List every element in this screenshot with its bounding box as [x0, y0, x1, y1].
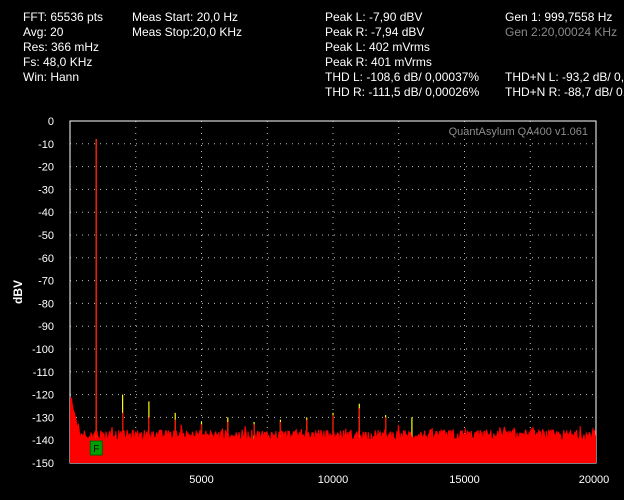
plot-area — [69, 120, 597, 464]
series-right — [70, 139, 596, 463]
window-type: Win: Hann — [23, 70, 80, 84]
y-tick-label: -30 — [38, 184, 54, 196]
gen1-frequency: Gen 1: 999,7558 Hz — [505, 10, 613, 24]
meas-stop: Meas Stop:20,0 KHz — [132, 25, 243, 39]
x-tick-label: 20000 — [579, 474, 610, 486]
thd-l: THD L: -108,6 dB/ 0,00037% — [325, 70, 480, 84]
y-tick-label: -140 — [32, 435, 54, 447]
y-tick-label: -120 — [32, 390, 54, 402]
fft-settings: FFT: 65536 pts Avg: 20 Res: 366 mHz Fs: … — [23, 10, 103, 85]
x-tick-label: 15000 — [449, 474, 480, 486]
meas-start: Meas Start: 20,0 Hz — [132, 10, 239, 24]
fft-points: FFT: 65536 pts — [23, 10, 104, 24]
y-tick-label: -110 — [33, 367, 54, 379]
sample-rate: Fs: 48,0 KHz — [23, 55, 93, 69]
fft-averages: Avg: 20 — [23, 25, 64, 39]
y-tick-label: -70 — [38, 276, 54, 288]
marker-label: F — [93, 444, 99, 455]
y-tick-label: -150 — [32, 458, 54, 470]
thdn-l: THD+N L: -93,2 dB/ 0,00219% — [505, 70, 624, 84]
peak-l-vrms: Peak L: 402 mVrms — [325, 40, 430, 54]
y-tick-label: -130 — [32, 412, 54, 424]
noise-floor-right — [70, 397, 596, 463]
y-axis-label: dBV — [11, 280, 25, 304]
x-axis-ticks: 5000 10000 15000 20000 — [189, 474, 609, 486]
y-tick-label: -40 — [38, 207, 54, 219]
y-tick-label: -20 — [38, 162, 54, 174]
series-group — [70, 139, 596, 463]
thdn-readout: THD+N L: -93,2 dB/ 0,00219% THD+N R: -88… — [505, 70, 624, 100]
peak-r-vrms: Peak R: 401 mVrms — [325, 55, 432, 69]
x-tick-label: 5000 — [189, 474, 213, 486]
x-tick-label: 10000 — [318, 474, 349, 486]
measurement-range: Meas Start: 20,0 Hz Meas Stop:20,0 KHz — [132, 10, 242, 40]
generator-readout: Gen 1: 999,7558 Hz Gen 2:20,00024 KHz — [505, 10, 617, 40]
thd-r: THD R: -111,5 dB/ 0,00026% — [325, 85, 480, 99]
peak-l-dbv: Peak L: -7,90 dBV — [325, 10, 423, 24]
y-tick-label: -10 — [38, 139, 54, 151]
peak-r-dbv: Peak R: -7,94 dBV — [325, 25, 425, 39]
gen2-frequency: Gen 2:20,00024 KHz — [505, 25, 618, 39]
peak-and-thd-readout: Peak L: -7,90 dBV Peak R: -7,94 dBV Peak… — [325, 10, 479, 100]
thdn-r: THD+N R: -88,7 dB/ 0,00367% — [505, 85, 624, 99]
y-tick-label: -100 — [32, 344, 54, 356]
y-tick-label: -50 — [38, 230, 54, 242]
y-axis-ticks: 0 -10 -20 -30 -40 -50 -60 -70 -80 -90 -100 -110 -120… — [32, 116, 54, 470]
y-tick-label: -60 — [38, 253, 54, 265]
watermark: QuantAsylum QA400 v1.061 — [449, 126, 588, 138]
fft-resolution: Res: 366 mHz — [23, 40, 100, 54]
y-tick-label: -90 — [38, 321, 54, 333]
y-tick-label: -80 — [38, 298, 54, 310]
frequency-marker[interactable]: F — [89, 440, 103, 456]
marker-box[interactable] — [89, 440, 103, 456]
y-tick-label: 0 — [48, 116, 54, 128]
